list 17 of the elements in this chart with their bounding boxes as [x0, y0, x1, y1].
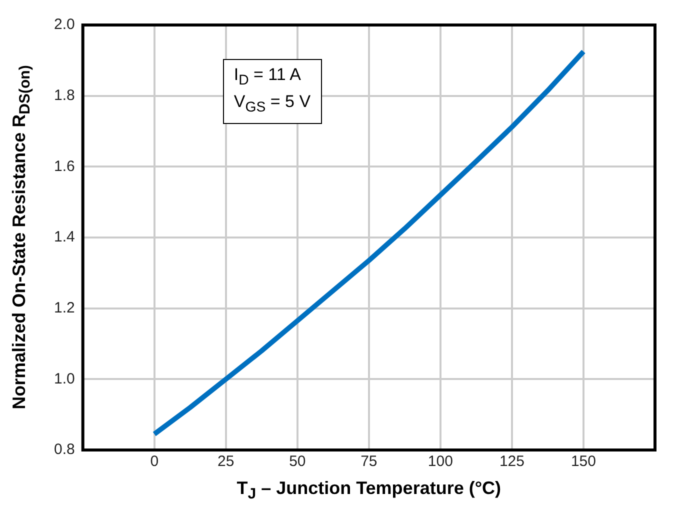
y-tick-label: 0.8: [54, 441, 75, 458]
x-tick-label: 150: [570, 453, 596, 470]
y-tick-label: 1.8: [54, 86, 75, 104]
y-tick-label: 1.4: [54, 228, 75, 246]
x-tick-label: 100: [428, 453, 453, 470]
annotation: I$_{D}$ = 11 A: [234, 64, 302, 90]
x-tick-label: 50: [289, 453, 306, 470]
x-tick-label: 75: [360, 453, 378, 470]
x-tick-label: 0: [150, 453, 159, 470]
x-axis-title: T$_{J}$ – Junction Temperature (°C): [236, 478, 502, 503]
y-tick-label: 1.6: [54, 158, 75, 175]
x-tick-label: 125: [499, 453, 524, 470]
annotation: V$_{GS}$ = 5 V: [234, 91, 311, 118]
x-tick-label: 25: [218, 453, 234, 470]
y-tick-label: 2.0: [54, 16, 75, 34]
y-tick-label: 1.2: [54, 299, 75, 316]
y-tick-label: 1.0: [54, 370, 75, 388]
